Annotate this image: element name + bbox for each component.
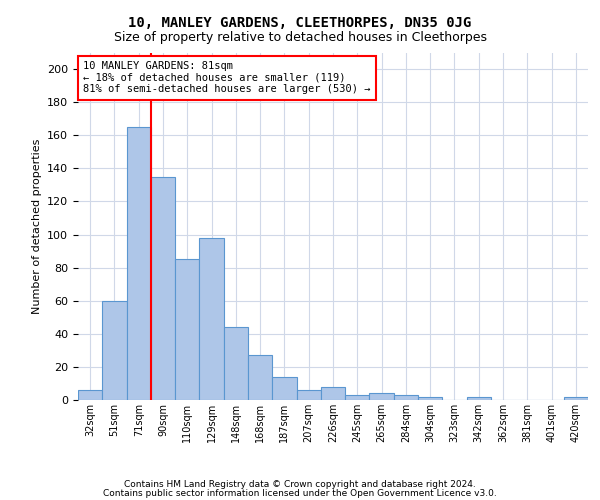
Bar <box>78 390 102 400</box>
Bar <box>321 387 345 400</box>
Text: 10 MANLEY GARDENS: 81sqm
← 18% of detached houses are smaller (119)
81% of semi-: 10 MANLEY GARDENS: 81sqm ← 18% of detach… <box>83 61 371 94</box>
Bar <box>127 127 151 400</box>
Bar <box>151 176 175 400</box>
Bar <box>296 390 321 400</box>
Bar <box>564 396 588 400</box>
Bar <box>102 300 127 400</box>
Bar <box>370 394 394 400</box>
Text: 10, MANLEY GARDENS, CLEETHORPES, DN35 0JG: 10, MANLEY GARDENS, CLEETHORPES, DN35 0J… <box>128 16 472 30</box>
Bar <box>248 356 272 400</box>
Bar <box>467 396 491 400</box>
Text: Contains HM Land Registry data © Crown copyright and database right 2024.: Contains HM Land Registry data © Crown c… <box>124 480 476 489</box>
Bar <box>199 238 224 400</box>
Bar <box>224 327 248 400</box>
Text: Size of property relative to detached houses in Cleethorpes: Size of property relative to detached ho… <box>113 31 487 44</box>
Bar <box>418 396 442 400</box>
Y-axis label: Number of detached properties: Number of detached properties <box>32 138 41 314</box>
Bar <box>345 395 370 400</box>
Text: Contains public sector information licensed under the Open Government Licence v3: Contains public sector information licen… <box>103 488 497 498</box>
Bar <box>175 260 199 400</box>
Bar <box>394 395 418 400</box>
Bar <box>272 377 296 400</box>
